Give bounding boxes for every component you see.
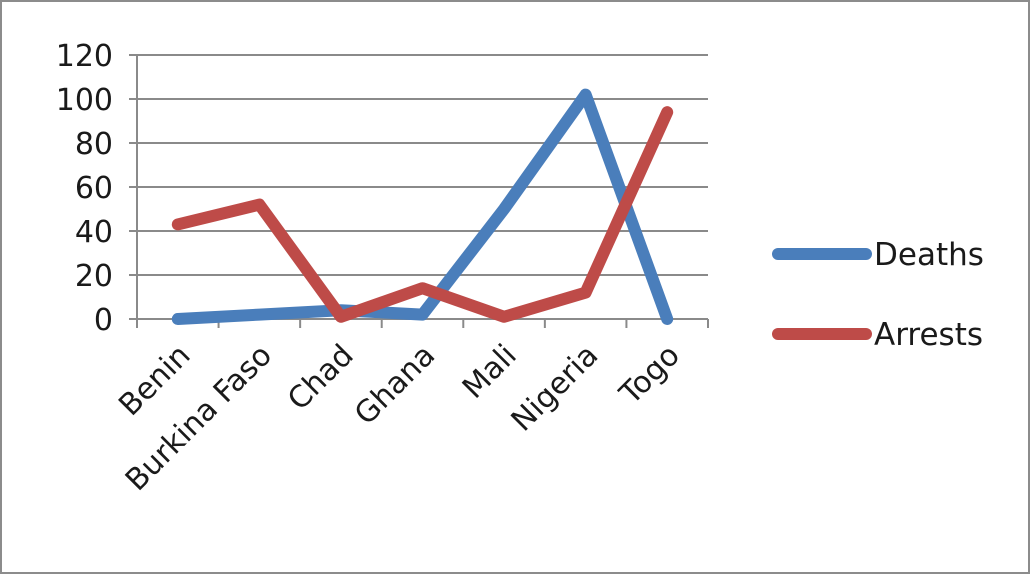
series-lines: [171, 88, 674, 325]
y-tick-label: 100: [56, 83, 113, 118]
x-category-label: Burkina Faso: [119, 338, 279, 498]
y-tick-label: 20: [75, 259, 113, 294]
gridlines: [137, 54, 708, 276]
legend-label-arrests: Arrests: [874, 317, 983, 353]
legend-label-deaths: Deaths: [874, 237, 984, 273]
x-category-label: Nigeria: [505, 338, 606, 439]
x-category-label: Togo: [613, 338, 687, 412]
x-category-label: Mali: [456, 338, 524, 406]
y-tick-label: 80: [75, 127, 113, 162]
y-tick-label: 120: [56, 39, 113, 74]
y-tick-label: 0: [94, 303, 113, 338]
y-axis-ticks: 0 20 40 60 80 100 120: [56, 39, 113, 338]
y-tick-label: 60: [75, 171, 113, 206]
series-line-deaths: [171, 88, 674, 325]
y-tick-label: 40: [75, 215, 113, 250]
x-category-label: Ghana: [348, 338, 442, 432]
series-line-arrests: [171, 106, 674, 323]
legend: Deaths Arrests: [772, 237, 984, 353]
